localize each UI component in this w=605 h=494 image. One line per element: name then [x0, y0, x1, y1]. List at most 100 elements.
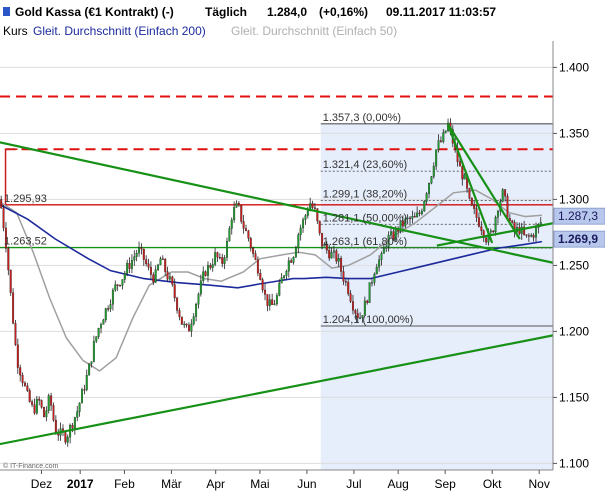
candle-body [366, 300, 369, 303]
candle-body [330, 252, 333, 259]
support-label: 1.263,52 [4, 236, 47, 248]
candle-body [180, 316, 183, 325]
candle-body [209, 265, 212, 268]
trendline [0, 334, 554, 446]
candle-body [202, 271, 205, 282]
candle-body [354, 310, 357, 314]
candle-body [470, 197, 473, 206]
candle-body [64, 432, 67, 443]
candle-body [294, 247, 297, 258]
candle-body [218, 257, 221, 259]
candle-body [66, 436, 69, 443]
candle-body [292, 257, 295, 263]
candle-body [157, 264, 160, 270]
candle-body [411, 216, 414, 219]
candle-body [378, 259, 381, 268]
candle-body [480, 226, 483, 231]
price-tick-label: 1.200 [559, 324, 589, 338]
candle-body [142, 248, 145, 260]
candle-body [368, 282, 371, 303]
candle-body [332, 250, 335, 253]
last-price: 1.284,0 [267, 5, 307, 19]
sma200-line [0, 203, 543, 289]
candle-body [387, 235, 390, 247]
support-label: 1.295,93 [4, 193, 47, 205]
time-tick-label: Mai [250, 477, 269, 491]
candle-body [375, 266, 378, 275]
candle-body [252, 247, 255, 254]
candle-body [249, 238, 252, 249]
candle-body [278, 282, 281, 296]
candle-body [97, 328, 100, 337]
candle-body [173, 284, 176, 299]
legend-sma50: Gleit. Durchschnitt (Einfach 50) [231, 24, 397, 38]
time-tick-label: Dez [31, 477, 52, 491]
candle-body [197, 293, 200, 305]
candle-body [247, 230, 250, 239]
fibonacci-label: 1.321,4 (23,60%) [323, 159, 407, 171]
candle-body [482, 230, 485, 239]
candle-body [135, 253, 138, 257]
candle-body [38, 398, 41, 401]
candle-body [19, 367, 22, 376]
candle-body [245, 228, 247, 232]
candle-body [145, 259, 148, 265]
candle-body [530, 234, 533, 237]
candle-body [14, 323, 17, 345]
fibonacci-label: 1.263,1 (61,80%) [323, 236, 407, 248]
source-credit: © IT-Finance.com [3, 462, 59, 470]
candle-body [271, 299, 274, 305]
candle-body [45, 410, 48, 418]
candle-body [178, 310, 181, 318]
candle-body [100, 324, 103, 329]
candle-body [337, 258, 340, 262]
candle-body [233, 207, 236, 221]
candle-body [399, 220, 402, 232]
candle-body [42, 407, 45, 418]
candle-body [199, 280, 202, 295]
price-badge [553, 230, 605, 248]
candle-body [535, 227, 537, 238]
time-tick-label: Apr [206, 477, 225, 491]
candle-body [204, 271, 207, 276]
time-tick-label: Mär [161, 477, 182, 491]
candle-body [130, 260, 133, 269]
candle-body [192, 316, 195, 325]
candle-body [221, 257, 224, 264]
candle-body [71, 425, 74, 429]
candle-body [306, 210, 309, 216]
time-tick-label: Jul [346, 477, 361, 491]
candle-body [299, 227, 302, 235]
trendline [446, 123, 494, 244]
time-tick-label: Okt [483, 477, 502, 491]
candle-body [494, 217, 497, 233]
candle-body [506, 195, 509, 219]
candle-body [420, 210, 423, 215]
candle-body [527, 235, 530, 237]
legend-kurs: Kurs [3, 24, 28, 38]
candle-body [88, 363, 91, 376]
candle-body [328, 249, 331, 259]
price-change: (+0,16%) [319, 5, 368, 19]
candle-body [425, 193, 428, 202]
candle-body [159, 258, 162, 266]
candle-body [356, 313, 359, 319]
candle-body [52, 405, 55, 421]
candle-body [133, 256, 136, 261]
candle-body [138, 247, 141, 254]
candle-body [211, 264, 214, 268]
candle-body [437, 140, 440, 150]
candle-body [461, 166, 464, 180]
candle-body [275, 295, 278, 305]
candle-body [268, 299, 271, 306]
instrument-title: Gold Kassa (€1 Kontrakt) (-) [15, 5, 174, 19]
candle-body [401, 220, 404, 227]
candle-body [95, 336, 98, 342]
candle-body [85, 375, 88, 390]
candle-body [154, 269, 157, 283]
candle-body [187, 324, 190, 332]
candle-body [344, 281, 347, 283]
candle-body [304, 215, 307, 220]
candle-body [382, 248, 385, 254]
